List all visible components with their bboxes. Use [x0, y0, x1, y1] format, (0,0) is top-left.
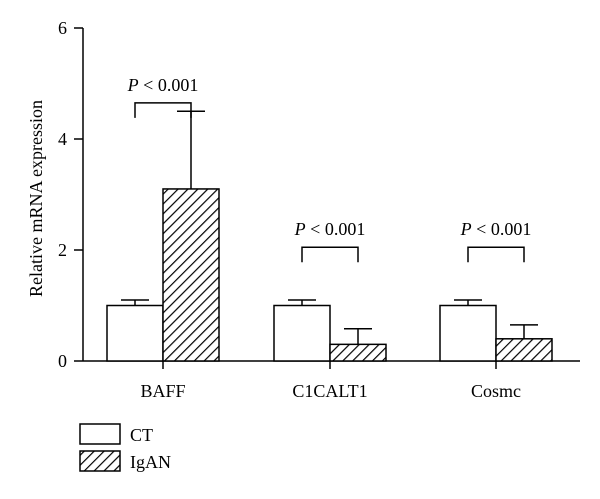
- p-threshold: < 0.001: [306, 219, 366, 239]
- y-tick-label: 2: [58, 240, 67, 260]
- bar-ct-c1calt1: [273, 304, 331, 362]
- p-threshold: < 0.001: [139, 75, 199, 95]
- bar-igan-cosmc: [495, 338, 553, 362]
- legend-swatch-ct: [79, 423, 121, 445]
- significance-bracket-c1calt1: [301, 246, 359, 263]
- x-tick-label-c1calt1: C1CALT1: [292, 381, 367, 401]
- bar-igan-baff: [162, 188, 220, 362]
- bar-ct-baff: [106, 304, 164, 362]
- bar-igan-c1calt1: [329, 343, 387, 362]
- y-tick-label: 0: [58, 351, 67, 371]
- y-axis-label: Relative mRNA expression: [26, 100, 46, 297]
- significance-bracket-baff: [134, 102, 192, 118]
- y-tick-label: 4: [58, 129, 67, 149]
- p-symbol: P: [294, 219, 306, 239]
- x-tick-label-cosmc: Cosmc: [471, 381, 521, 401]
- significance-bracket-cosmc: [467, 246, 525, 263]
- p-value-label-cosmc: P < 0.001: [460, 219, 532, 239]
- bar-ct-cosmc: [439, 304, 497, 362]
- x-tick-label-baff: BAFF: [140, 381, 185, 401]
- p-value-label-baff: P < 0.001: [127, 75, 199, 95]
- legend-swatch-igan: [79, 450, 121, 472]
- legend-label-igan: IgAN: [130, 452, 171, 472]
- p-value-label-c1calt1: P < 0.001: [294, 219, 366, 239]
- p-threshold: < 0.001: [472, 219, 532, 239]
- p-symbol: P: [460, 219, 472, 239]
- p-symbol: P: [127, 75, 139, 95]
- legend-label-ct: CT: [130, 425, 153, 445]
- y-tick-label: 6: [58, 18, 67, 38]
